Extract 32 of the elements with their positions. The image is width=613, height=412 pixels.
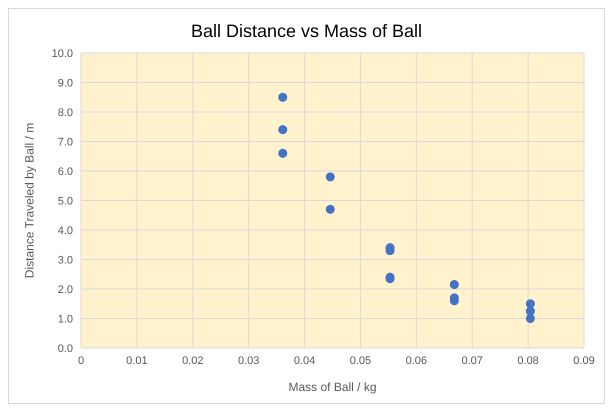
point (278, 125, 288, 134)
x-tick-label: 0.06 (406, 354, 428, 367)
y-tick-label: 9.0 (58, 77, 73, 90)
y-tick-label: 3.0 (58, 254, 73, 266)
point (526, 314, 535, 324)
point (278, 148, 288, 158)
x-tick-label: 0.04 (294, 354, 316, 367)
y-tick-label: 2.0 (58, 284, 73, 296)
x-tick-label: 0.03 (238, 354, 260, 367)
x-tick-label: 0.08 (517, 354, 539, 367)
x-tick-label: 0 (78, 354, 84, 367)
x-tick-label: 0.07 (462, 354, 483, 367)
y-tick-label: 4.0 (58, 224, 73, 237)
x-tick-label: 0.09 (573, 354, 595, 367)
x-axis-title: Mass of Ball / kg (288, 380, 377, 394)
y-tick-label: 7.0 (58, 136, 73, 148)
point (450, 280, 459, 290)
chart-title: Ball Distance vs Mass of Ball (190, 20, 424, 41)
y-tick-label: 10.0 (52, 48, 73, 60)
point (526, 306, 535, 316)
x-tick-label: 0.02 (182, 354, 204, 367)
y-tick-label: 0.0 (58, 342, 73, 355)
point (326, 172, 335, 182)
y-tick-label: 6.0 (58, 166, 73, 178)
x-tick-label: 0.01 (126, 354, 148, 367)
y-tick-label: 8.0 (58, 106, 73, 119)
y-tick-label: 1.0 (58, 313, 73, 326)
y-axis-title: Distance Traveled by Ball / m (22, 122, 36, 278)
x-tick-label: 0.05 (350, 354, 372, 367)
point (326, 204, 335, 214)
y-tick-label: 5.0 (58, 195, 73, 208)
point (278, 92, 288, 102)
